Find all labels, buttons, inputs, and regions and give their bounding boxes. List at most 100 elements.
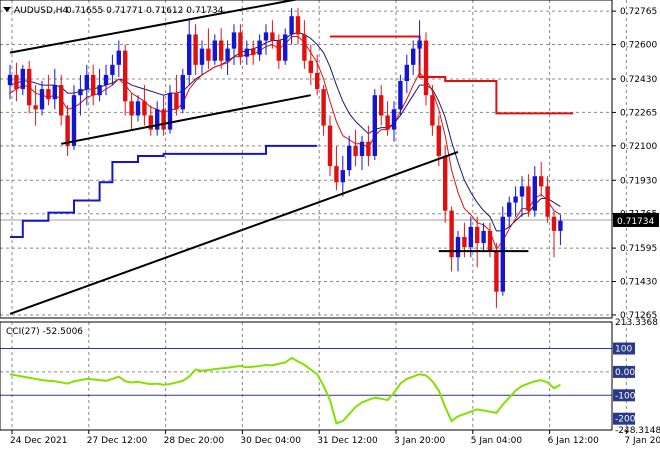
bear-candle <box>475 226 480 244</box>
bear-candle <box>148 115 153 130</box>
bear-candle <box>443 155 448 211</box>
bear-candle <box>494 251 499 292</box>
symbol-timeframe: AUDUSD,H4 <box>14 6 69 16</box>
current-price-tag <box>613 212 659 227</box>
bear-candle <box>206 48 211 61</box>
chart-header: AUDUSD,H4 0.71655 0.71771 0.71612 0.7173… <box>3 6 224 16</box>
time-tick-label: 7 Jan 20:00 <box>624 436 660 446</box>
time-tick-label: 6 Jan 12:00 <box>548 436 600 446</box>
bull-candle <box>187 34 192 75</box>
cci-grid <box>11 322 627 430</box>
current-price-label: 0.71734 <box>617 217 654 227</box>
bear-candle <box>436 125 441 156</box>
time-tick-label: 31 Dec 12:00 <box>317 436 378 446</box>
time-tick-label: 30 Dec 04:00 <box>240 436 301 446</box>
bear-candle <box>302 34 307 61</box>
cci-series-line <box>9 356 561 425</box>
cci-header: CCI(27) -52.5006 <box>6 327 83 337</box>
bull-candle <box>347 145 352 171</box>
bear-candle <box>193 34 198 65</box>
bull-candle <box>231 32 237 49</box>
price-tick-label: 0.72265 <box>620 108 657 118</box>
time-axis: 24 Dec 2021 27 Dec 12:00 28 Dec 20:00 30 De… <box>10 430 660 446</box>
support-step-line <box>10 144 318 238</box>
bull-candle <box>212 40 217 61</box>
bear-candle <box>539 176 544 187</box>
time-tick-label: 3 Jan 20:00 <box>394 436 446 446</box>
bull-candle <box>372 95 377 156</box>
ohlc-values: 0.71655 0.71771 0.71612 0.71734 <box>66 6 224 16</box>
cci-level-tag <box>613 389 635 402</box>
bull-candle <box>110 64 115 75</box>
cci-line <box>9 356 561 425</box>
bear-candle <box>33 105 38 110</box>
price-pane[interactable]: 0.72765 0.72600 0.72430 0.72265 0.72100 0.719… <box>0 0 659 321</box>
cci-tick-label: 100 <box>615 345 632 355</box>
dropdown-arrow-icon[interactable] <box>3 7 11 12</box>
bear-candle <box>59 85 64 116</box>
bear-candle <box>65 115 70 146</box>
trendline <box>9 0 299 54</box>
time-tick-label: 27 Dec 12:00 <box>87 436 148 446</box>
cci-pane[interactable]: 213.3368 100 0.00 -100 -200-248.3148 CCI(27)… <box>0 318 660 436</box>
bull-candle <box>513 196 518 203</box>
bear-candle <box>385 115 390 130</box>
bear-candle <box>366 141 371 156</box>
price-tick-label: 0.72100 <box>620 142 657 152</box>
bull-candle <box>97 85 102 96</box>
bear-candle <box>238 32 243 57</box>
cci-tick-label: -100 <box>615 391 636 401</box>
cci-level-tag <box>613 412 635 425</box>
bull-candle <box>481 230 486 244</box>
bear-candle <box>276 40 281 61</box>
bear-candle <box>462 236 467 248</box>
bull-candle <box>519 186 525 197</box>
bear-candle <box>353 145 358 156</box>
cci-level-tag <box>613 365 635 378</box>
bull-candle <box>155 109 160 130</box>
bull-candle <box>404 64 409 82</box>
bear-candle <box>430 95 435 126</box>
price-tick-label: 0.72765 <box>620 7 657 17</box>
price-tick-label: 0.71930 <box>620 176 657 186</box>
bull-candle <box>257 40 262 55</box>
bull-candle <box>225 48 230 61</box>
bear-candle <box>27 68 32 106</box>
bull-candle <box>199 48 205 65</box>
trendline <box>9 150 459 315</box>
bull-candle <box>391 109 397 130</box>
bear-candle <box>321 89 326 126</box>
cci-axis: 213.3368 100 0.00 -100 -200-248.3148 <box>613 318 660 436</box>
cci-tick-label: 213.3368 <box>615 318 658 328</box>
bull-candle <box>116 50 121 65</box>
bull-candle <box>167 93 173 130</box>
bear-candle <box>551 216 557 231</box>
bear-candle <box>327 125 333 167</box>
bear-candle <box>123 50 128 102</box>
price-pane-border <box>0 0 613 319</box>
bear-candle <box>379 95 384 116</box>
bull-candle <box>84 74 89 90</box>
bear-candle <box>308 60 313 73</box>
bull-candle <box>263 32 269 41</box>
price-tick-label: 0.71430 <box>620 278 657 288</box>
bull-candle <box>359 141 365 156</box>
bull-candle <box>500 216 505 292</box>
time-tick-label: 24 Dec 2021 <box>10 436 68 446</box>
bear-candle <box>219 40 224 61</box>
bear-candle <box>545 186 550 217</box>
cci-level-tag <box>613 342 635 355</box>
bear-candle <box>46 89 51 100</box>
trendlines[interactable] <box>9 0 529 315</box>
cci-tick-label: 0.00 <box>615 368 635 378</box>
bull-candle <box>289 16 294 35</box>
bear-candle <box>129 101 134 116</box>
bear-candle <box>487 230 493 252</box>
bear-candle <box>142 101 147 116</box>
bull-candle <box>507 202 512 217</box>
bull-candle <box>135 101 141 116</box>
bear-candle <box>251 48 256 55</box>
bear-candle <box>174 93 179 110</box>
bull-candle <box>468 226 473 248</box>
